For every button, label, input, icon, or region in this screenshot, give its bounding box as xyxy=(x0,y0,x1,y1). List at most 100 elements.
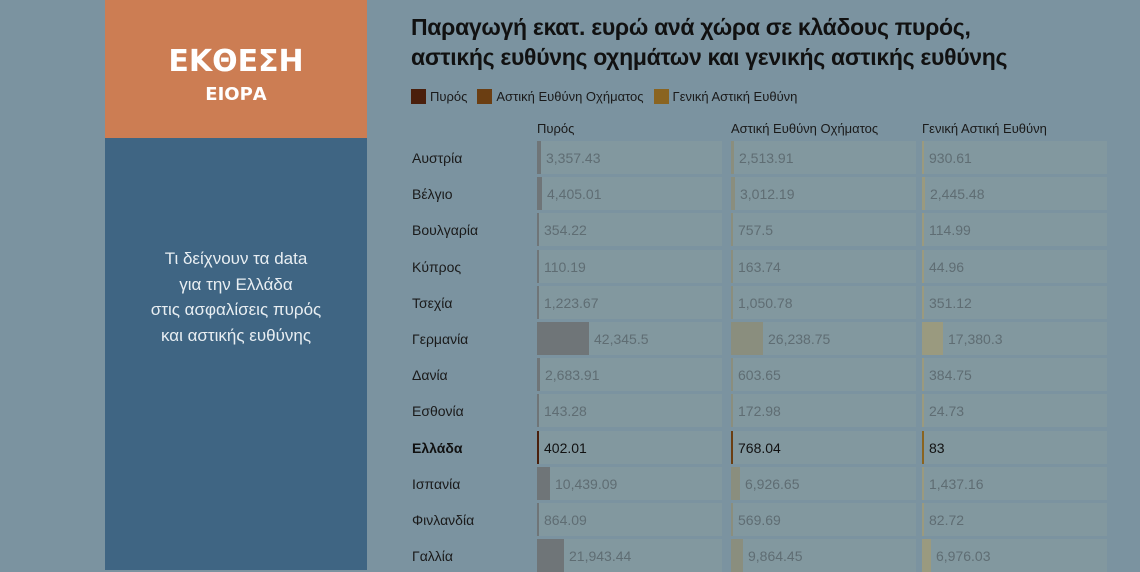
table-row: Αυστρία 3,357.43 2,513.91 930.61 xyxy=(367,141,1140,174)
value-cell: 864.09 xyxy=(537,503,722,536)
bar xyxy=(922,322,943,355)
value-cell: 114.99 xyxy=(922,213,1107,247)
bar xyxy=(537,285,539,319)
bar xyxy=(537,358,540,392)
value-cell: 24.73 xyxy=(922,394,1107,428)
bar xyxy=(537,466,550,500)
country-label: Εσθονία xyxy=(412,403,464,420)
value-cell: 354.22 xyxy=(537,213,722,247)
table-row: Βουλγαρία 354.22 757.5 114.99 xyxy=(367,213,1140,247)
value-cell: 768.04 xyxy=(731,430,916,464)
legend-item: Αστική Ευθύνη Οχήματος xyxy=(477,89,644,104)
legend-swatch xyxy=(653,89,669,104)
country-label: Φινλανδία xyxy=(412,512,475,528)
bar xyxy=(922,539,931,572)
value-label: 384.75 xyxy=(929,367,972,384)
bar xyxy=(922,358,924,392)
country-label: Γερμανία xyxy=(412,331,469,347)
value-label: 17,380.3 xyxy=(948,331,1003,347)
value-cell: 3,357.43 xyxy=(537,141,722,174)
value-cell: 402.01 xyxy=(537,430,722,464)
table-row: Γερμανία 42,345.5 26,238.75 17,380.3 xyxy=(367,322,1140,355)
value-label: 163.74 xyxy=(738,258,781,275)
value-label: 143.28 xyxy=(544,403,587,420)
column-header: Αστική Ευθύνη Οχήματος xyxy=(731,121,879,136)
bar xyxy=(731,177,735,211)
country-label: Ελλάδα xyxy=(412,439,463,456)
value-label: 1,223.67 xyxy=(544,294,599,311)
panel-title: ΕΚΘΕΣΗ xyxy=(168,44,304,79)
chart-title-line: Παραγωγή εκατ. ευρώ ανά χώρα σε κλάδους … xyxy=(411,14,971,40)
bar xyxy=(731,503,733,536)
value-label: 569.69 xyxy=(738,512,781,528)
value-label: 10,439.09 xyxy=(555,475,618,492)
value-cell: 351.12 xyxy=(922,285,1107,319)
description-box: Τι δείχνουν τα data για την Ελλάδα στις … xyxy=(105,138,367,570)
country-label: Βέλγιο xyxy=(412,186,453,203)
value-cell: 4,405.01 xyxy=(537,177,722,211)
bar xyxy=(537,141,541,174)
value-label: 402.01 xyxy=(544,439,587,456)
value-label: 1,050.78 xyxy=(738,294,793,311)
value-label: 351.12 xyxy=(929,294,972,311)
bar xyxy=(537,430,539,464)
country-label: Βουλγαρία xyxy=(412,222,479,239)
bar xyxy=(922,430,924,464)
value-cell: 930.61 xyxy=(922,141,1107,174)
country-label: Αυστρία xyxy=(412,150,463,166)
bar xyxy=(731,213,733,247)
bar xyxy=(537,539,564,572)
value-label: 2,445.48 xyxy=(930,186,985,203)
table-row: Βέλγιο 4,405.01 3,012.19 2,445.48 xyxy=(367,177,1140,211)
value-label: 172.98 xyxy=(738,403,781,420)
legend-label: Αστική Ευθύνη Οχήματος xyxy=(496,89,644,104)
value-cell: 1,437.16 xyxy=(922,466,1107,500)
country-label: Ισπανία xyxy=(412,475,461,492)
bar xyxy=(922,249,924,283)
bar xyxy=(731,141,734,174)
bar xyxy=(731,430,733,464)
value-label: 9,864.45 xyxy=(748,548,803,565)
bar xyxy=(922,177,925,211)
legend-label: Γενική Αστική Ευθύνη xyxy=(672,89,798,104)
value-cell: 143.28 xyxy=(537,394,722,428)
value-label: 2,513.91 xyxy=(739,150,794,166)
value-cell: 26,238.75 xyxy=(731,322,916,355)
country-label: Κύπρος xyxy=(412,258,462,275)
description-line: και αστικής ευθύνης xyxy=(160,325,312,345)
bar xyxy=(731,322,763,355)
value-label: 3,012.19 xyxy=(740,186,795,203)
value-cell: 1,223.67 xyxy=(537,285,722,319)
bar xyxy=(731,394,733,428)
value-cell: 44.96 xyxy=(922,249,1107,283)
bar xyxy=(731,358,733,392)
bar xyxy=(922,285,924,319)
bar xyxy=(537,394,539,428)
value-label: 83 xyxy=(929,439,945,456)
side-panel: ΕΚΘΕΣΗ ΕΙΟΡΑ Τι δείχνουν τα data για την… xyxy=(105,0,367,570)
bar xyxy=(922,503,924,536)
value-cell: 9,864.45 xyxy=(731,539,916,572)
bar xyxy=(922,466,924,500)
bar xyxy=(537,249,539,283)
legend-label: Πυρός xyxy=(430,89,468,104)
value-label: 768.04 xyxy=(738,439,781,456)
description-line: στις ασφαλίσεις πυρός xyxy=(150,300,322,319)
value-label: 110.19 xyxy=(544,258,586,275)
bar xyxy=(731,285,733,319)
bar xyxy=(537,177,542,211)
value-label: 3,357.43 xyxy=(546,150,601,166)
table-row: Ισπανία 10,439.09 6,926.65 1,437.16 xyxy=(367,466,1140,500)
value-cell: 172.98 xyxy=(731,394,916,428)
value-label: 930.61 xyxy=(929,150,972,166)
value-label: 1,437.16 xyxy=(929,475,984,492)
value-cell: 17,380.3 xyxy=(922,322,1107,355)
value-cell: 603.65 xyxy=(731,358,916,392)
bar xyxy=(731,466,740,500)
value-label: 82.72 xyxy=(929,512,965,528)
legend-item: Πυρός xyxy=(411,89,467,104)
value-label: 4,405.01 xyxy=(547,186,602,203)
value-cell: 6,926.65 xyxy=(731,466,916,500)
value-cell: 2,445.48 xyxy=(922,177,1107,211)
description-line: Τι δείχνουν τα data xyxy=(164,249,308,268)
